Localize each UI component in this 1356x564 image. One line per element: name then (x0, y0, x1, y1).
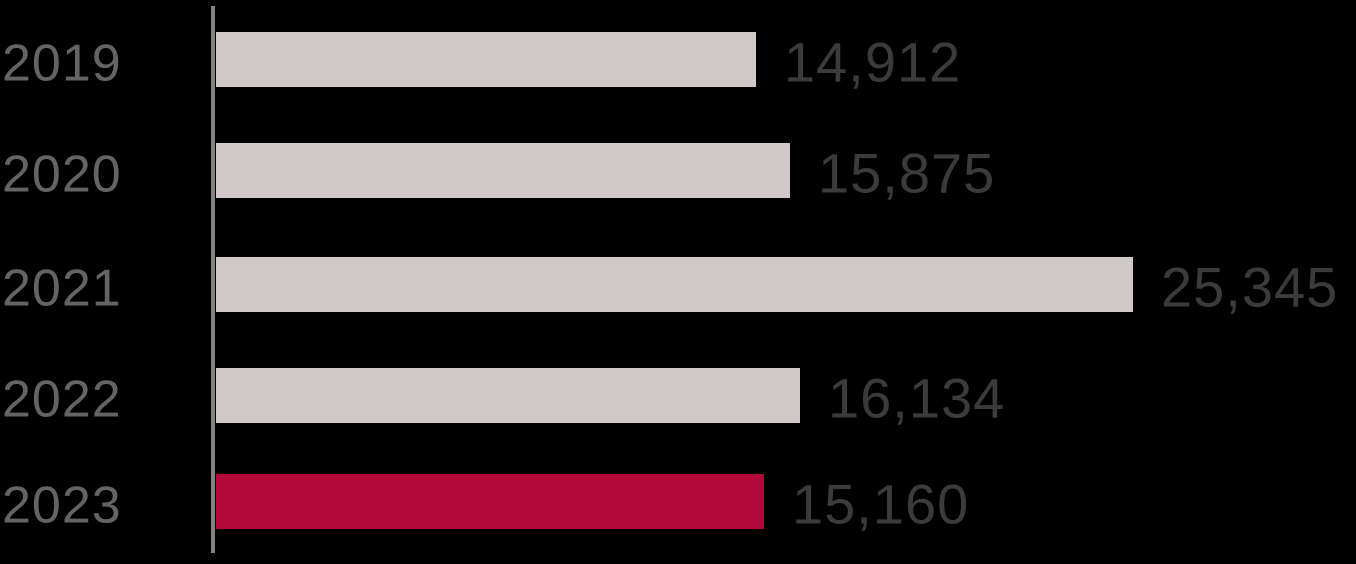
value-label-2019: 14,912 (784, 29, 962, 93)
category-label-2022: 2022 (2, 370, 122, 429)
bar-2020 (216, 143, 790, 198)
value-label-2023: 15,160 (792, 471, 970, 535)
category-label-2020: 2020 (2, 145, 122, 204)
value-label-2021: 25,345 (1161, 254, 1339, 318)
bar-2023 (216, 474, 764, 529)
bar-row: 2023 15,160 (0, 472, 1356, 535)
bar-row: 2021 25,345 (0, 255, 1356, 318)
bar-2022 (216, 368, 800, 423)
bar-row: 2019 14,912 (0, 30, 1356, 93)
category-label-2021: 2021 (2, 259, 122, 318)
bar-2019 (216, 32, 756, 87)
bar-row: 2022 16,134 (0, 366, 1356, 429)
value-label-2020: 15,875 (818, 140, 996, 204)
bar-2021 (216, 257, 1133, 312)
value-label-2022: 16,134 (828, 365, 1006, 429)
bar-row: 2020 15,875 (0, 141, 1356, 204)
category-label-2023: 2023 (2, 476, 122, 535)
y-axis-line (211, 6, 215, 553)
category-label-2019: 2019 (2, 34, 122, 93)
